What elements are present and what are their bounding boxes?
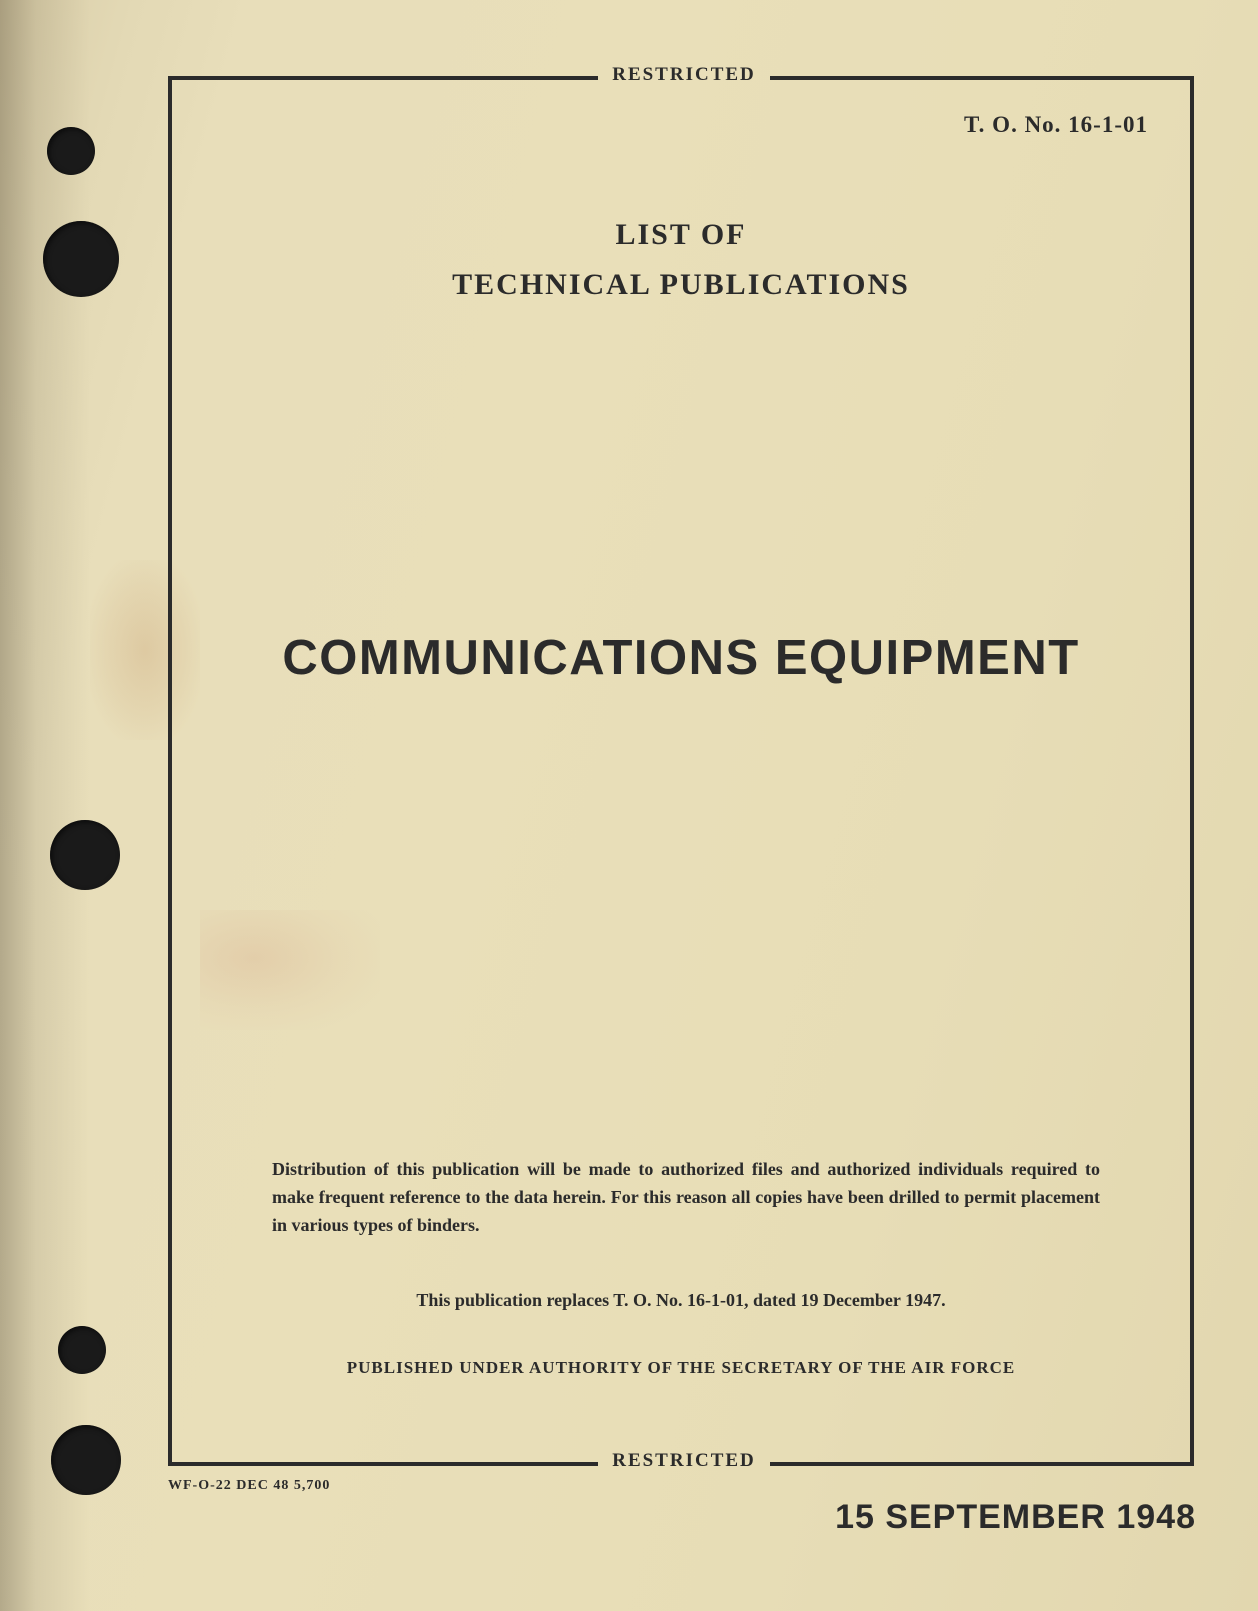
- heading-line1: LIST OF: [168, 218, 1194, 252]
- distribution-statement: Distribution of this publication will be…: [272, 1156, 1100, 1240]
- supersession-notice: This publication replaces T. O. No. 16-1…: [168, 1290, 1194, 1311]
- frame-bottom-left: [168, 1462, 598, 1466]
- document-page: RESTRICTED RESTRICTED T. O. No. 16-1-01 …: [0, 0, 1258, 1611]
- frame-top-right: [770, 76, 1194, 80]
- binder-hole: [51, 1425, 121, 1495]
- heading-line2: TECHNICAL PUBLICATIONS: [168, 268, 1194, 302]
- frame-bottom-right: [770, 1462, 1194, 1466]
- binder-hole: [43, 221, 119, 297]
- technical-order-number: T. O. No. 16-1-01: [964, 112, 1148, 138]
- publication-date: 15 SEPTEMBER 1948: [835, 1498, 1196, 1537]
- print-run-code: WF-O-22 DEC 48 5,700: [168, 1478, 330, 1494]
- document-title: COMMUNICATIONS EQUIPMENT: [168, 630, 1194, 686]
- binder-hole: [47, 127, 95, 175]
- classification-bottom: RESTRICTED: [598, 1450, 770, 1472]
- frame-top-left: [168, 76, 598, 80]
- publishing-authority: PUBLISHED UNDER AUTHORITY OF THE SECRETA…: [168, 1358, 1194, 1378]
- binder-hole: [50, 820, 120, 890]
- classification-top: RESTRICTED: [598, 64, 770, 86]
- binder-hole: [58, 1326, 106, 1374]
